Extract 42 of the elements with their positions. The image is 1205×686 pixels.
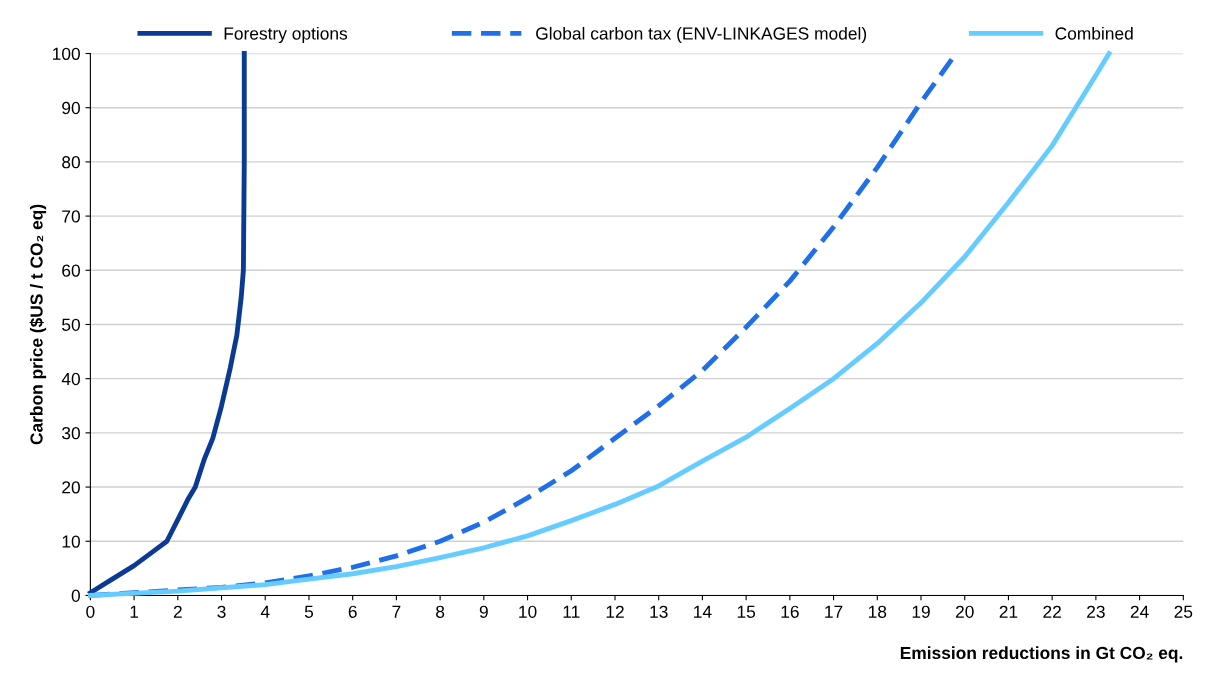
x-tick-label: 11 [563,605,580,618]
x-tick-label: 1 [130,605,139,618]
x-tick-label: 23 [1087,605,1105,618]
legend-label: Global carbon tax (ENV-LINKAGES model) [536,26,867,44]
x-tick-label: 9 [479,605,488,618]
x-tick-label: 22 [1043,605,1061,618]
x-tick-label: 12 [606,605,624,618]
x-tick-label: 18 [868,605,887,618]
y-tick-label: 90 [62,101,80,115]
y-tick-label: 20 [62,481,80,494]
y-axis-title: Carbon price ($US / t CO₂ eq) [29,204,47,445]
y-tick-label: 60 [62,264,80,277]
x-tick-label: 4 [260,605,270,618]
y-tick-label: 100 [53,47,80,60]
legend-label: Combined [1055,26,1133,40]
y-tick-label: 0 [71,589,80,602]
x-tick-label: 19 [912,605,930,618]
x-tick-label: 6 [348,605,357,618]
x-tick-label: 15 [737,605,756,618]
x-tick-label: 3 [217,605,226,618]
x-axis-title: Emission reductions in Gt CO₂ eq. [900,646,1183,663]
x-tick-label: 10 [519,605,537,618]
x-tick-label: 8 [436,605,445,618]
y-tick-label: 80 [62,156,80,169]
y-tick-label: 30 [62,427,80,440]
y-tick-label: 10 [62,535,80,548]
x-tick-label: 2 [173,605,182,618]
y-tick-label: 40 [61,372,80,386]
x-tick-label: 5 [304,605,314,618]
y-tick-label: 50 [62,318,80,331]
x-tick-label: 14 [694,605,712,618]
x-tick-label: 0 [86,605,95,618]
legend-label: Forestry options [224,26,348,44]
x-tick-label: 7 [392,605,401,618]
x-tick-label: 25 [1174,605,1193,618]
x-tick-label: 16 [781,605,799,618]
x-tick-label: 21 [999,605,1018,618]
x-tick-label: 17 [825,605,843,618]
x-tick-label: 20 [955,605,974,618]
x-tick-label: 13 [650,605,668,618]
y-tick-label: 70 [62,210,80,223]
x-tick-label: 24 [1130,605,1149,618]
